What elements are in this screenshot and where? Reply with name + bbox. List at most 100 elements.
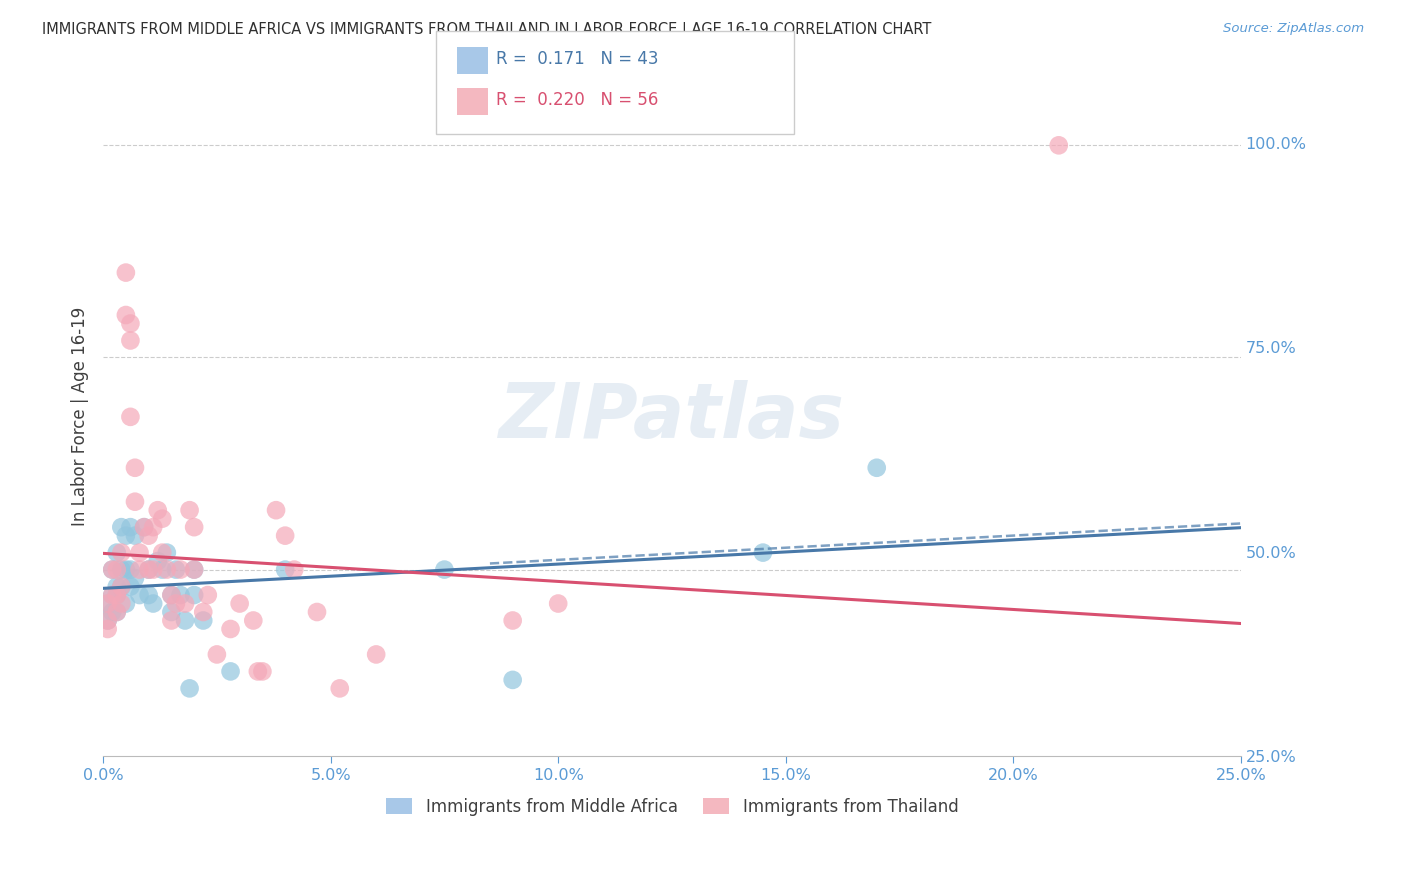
Point [1047,138,1070,153]
Point [246,665,269,679]
Y-axis label: In Labor Force | Age 16-19: In Labor Force | Age 16-19 [72,307,89,526]
Point [179,681,201,696]
Point [146,503,169,517]
Point [115,266,138,280]
Point [283,563,305,577]
Point [866,460,889,475]
Point [120,334,142,348]
Point [124,494,146,508]
Point [97,597,120,611]
Point [502,673,524,687]
Point [252,665,274,679]
Point [150,546,173,560]
Point [110,597,132,611]
Point [138,563,160,577]
Point [120,580,142,594]
Point [219,665,242,679]
Point [105,563,128,577]
Point [183,520,205,534]
Point [97,622,120,636]
Point [105,605,128,619]
Point [115,597,138,611]
Point [115,308,138,322]
Point [120,520,142,534]
Point [101,588,124,602]
Point [105,588,128,602]
Point [502,614,524,628]
Point [138,563,160,577]
Point [110,520,132,534]
Point [174,597,197,611]
Point [160,588,183,602]
Point [142,520,165,534]
Point [142,563,165,577]
Point [128,546,150,560]
Text: IMMIGRANTS FROM MIDDLE AFRICA VS IMMIGRANTS FROM THAILAND IN LABOR FORCE | AGE 1: IMMIGRANTS FROM MIDDLE AFRICA VS IMMIGRA… [42,22,932,38]
Point [138,528,160,542]
Point [105,588,128,602]
Point [683,791,706,805]
Point [274,563,297,577]
Text: R =  0.171   N = 43: R = 0.171 N = 43 [496,50,659,68]
Point [124,528,146,542]
Point [205,648,228,662]
Point [305,605,328,619]
Point [150,511,173,525]
Point [124,571,146,585]
Point [160,614,183,628]
Point [128,563,150,577]
Point [120,409,142,424]
Point [110,546,132,560]
Point [142,597,165,611]
Point [120,563,142,577]
Point [219,622,242,636]
Point [132,520,155,534]
Point [124,460,146,475]
Point [105,546,128,560]
Point [128,588,150,602]
Point [752,546,775,560]
Point [97,614,120,628]
Point [156,546,179,560]
Point [101,605,124,619]
Legend: Immigrants from Middle Africa, Immigrants from Thailand: Immigrants from Middle Africa, Immigrant… [378,791,965,822]
Point [160,588,183,602]
Point [169,588,191,602]
Point [183,563,205,577]
Point [105,605,128,619]
Point [165,597,187,611]
Point [110,580,132,594]
Point [110,563,132,577]
Point [329,681,352,696]
Point [174,614,197,628]
Point [183,563,205,577]
Point [274,528,297,542]
Point [146,554,169,568]
Point [101,563,124,577]
Point [138,588,160,602]
Point [115,528,138,542]
Point [433,563,456,577]
Text: R =  0.220   N = 56: R = 0.220 N = 56 [496,91,658,109]
Point [101,588,124,602]
Point [547,597,569,611]
Point [150,563,173,577]
Point [193,605,215,619]
Point [169,563,191,577]
Point [115,563,138,577]
Point [197,588,219,602]
Point [105,580,128,594]
Point [183,588,205,602]
Point [242,614,264,628]
Point [97,614,120,628]
Point [193,614,215,628]
Point [165,563,187,577]
Point [160,605,183,619]
Point [97,597,120,611]
Point [156,563,179,577]
Point [179,503,201,517]
Point [110,580,132,594]
Point [264,503,287,517]
Point [101,563,124,577]
Point [132,520,155,534]
